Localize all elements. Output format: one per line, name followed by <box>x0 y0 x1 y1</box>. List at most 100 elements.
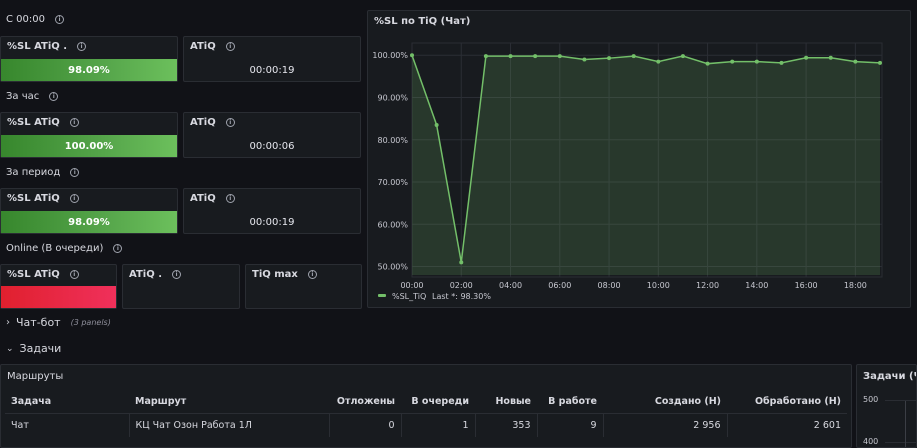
table-cell: 1 <box>400 412 475 437</box>
sl-tiq-chart-panel[interactable]: %SL по TiQ (Чат) 50.00% 60.00% 70.00% 80.00… <box>367 10 911 308</box>
row-tasks[interactable]: ⌄ Задачи <box>6 342 61 355</box>
info-icon[interactable]: i <box>225 42 235 51</box>
column-header[interactable]: Маршрут <box>135 396 187 408</box>
table-cell: 353 <box>474 412 537 437</box>
section-title: С 00:00 <box>6 14 45 25</box>
panel-title: TiQ max <box>252 269 298 280</box>
atiq-value: 00:00:06 <box>249 140 295 152</box>
sl-value-bar <box>1 286 116 308</box>
y-tick-label: 400 <box>863 437 879 446</box>
section-online: Online (В очереди) i <box>6 243 123 254</box>
atiq-panel-per-hour[interactable]: ATiQ i 00:00:06 <box>183 112 361 158</box>
info-icon[interactable]: i <box>225 118 235 127</box>
tasks-chart-panel[interactable]: Задачи (Чат 500 400 <box>856 364 917 448</box>
data-point <box>828 55 833 60</box>
data-point <box>607 56 612 61</box>
data-point <box>779 60 784 65</box>
panel-title: %SL ATiQ <box>7 269 60 280</box>
info-icon[interactable]: i <box>225 194 235 203</box>
y-tick-label: 60.00% <box>377 220 408 229</box>
x-tick-label: 08:00 <box>598 281 621 290</box>
info-icon[interactable]: i <box>307 270 317 279</box>
x-tick-label: 02:00 <box>450 281 473 290</box>
atiq-value: 00:00:19 <box>249 64 295 76</box>
column-header[interactable]: В работе <box>548 396 597 408</box>
panel-title: ATiQ <box>190 117 216 128</box>
x-tick-label: 12:00 <box>696 281 719 290</box>
series-area <box>412 55 880 276</box>
sl-value-bar: 98.09% <box>1 59 177 81</box>
sl-atiq-panel-per-period[interactable]: %SL ATiQ i 98.09% <box>0 188 178 234</box>
x-tick-label: 04:00 <box>499 281 522 290</box>
data-point <box>705 61 710 66</box>
legend-swatch <box>378 294 386 297</box>
section-title: За период <box>6 167 61 178</box>
info-icon[interactable]: i <box>113 244 123 253</box>
atiq-panel-since-midnight[interactable]: ATiQ i 00:00:19 <box>183 36 361 82</box>
info-icon[interactable]: i <box>70 168 80 177</box>
gridline <box>885 400 916 401</box>
table-cell: 9 <box>536 412 603 437</box>
atiq-panel-online[interactable]: ATiQ . i <box>122 264 240 309</box>
x-tick-label: 18:00 <box>844 281 867 290</box>
info-icon[interactable]: i <box>69 270 79 279</box>
info-icon[interactable]: i <box>172 270 181 279</box>
sl-value-bar: 100.00% <box>1 135 177 157</box>
table-cell: Чат <box>5 412 129 437</box>
routes-table-panel[interactable]: Маршруты Задача Маршрут Отложены В очере… <box>0 364 852 448</box>
sl-atiq-panel-per-hour[interactable]: %SL ATiQ i 100.00% <box>0 112 178 158</box>
atiq-value: 00:00:19 <box>249 216 295 228</box>
tiq-max-panel-online[interactable]: TiQ max i <box>245 264 362 309</box>
series-line <box>411 54 881 263</box>
panel-title: %SL ATiQ . <box>7 41 68 52</box>
data-point <box>680 54 685 59</box>
table-cell: 2 601 <box>726 412 847 437</box>
column-header[interactable]: В очереди <box>411 396 469 408</box>
column-header[interactable]: Задача <box>11 396 52 408</box>
y-tick-label: 50.00% <box>377 263 408 272</box>
info-icon[interactable]: i <box>69 118 79 127</box>
y-tick-label: 70.00% <box>377 178 408 187</box>
data-point <box>656 59 661 64</box>
line-chart[interactable]: 50.00% 60.00% 70.00% 80.00% 90.00% 100.00% 00:… <box>368 11 912 309</box>
table-header-row: Задача Маршрут Отложены В очереди Новые … <box>5 391 847 413</box>
column-header[interactable]: Создано (Н) <box>654 396 721 408</box>
panel-title: Маршруты <box>7 371 64 382</box>
atiq-panel-per-period[interactable]: ATiQ i 00:00:19 <box>183 188 361 234</box>
y-tick-label: 100.00% <box>372 51 408 60</box>
row-chatbot[interactable]: › Чат-бот (3 panels) <box>6 316 111 329</box>
column-header[interactable]: Отложены <box>336 396 395 408</box>
gridline <box>885 442 916 443</box>
row-title: Чат-бот <box>16 316 61 329</box>
data-point <box>410 53 414 58</box>
data-point <box>754 59 759 64</box>
panel-title: ATiQ <box>190 41 216 52</box>
data-point <box>730 59 735 64</box>
panel-title: %SL ATiQ <box>7 193 60 204</box>
data-point <box>631 54 636 59</box>
data-point <box>483 54 488 59</box>
legend-last-value: Last *: 98.30% <box>432 292 491 301</box>
sl-atiq-panel-since-midnight[interactable]: %SL ATiQ . i 98.09% <box>0 36 178 82</box>
x-tick-label: 10:00 <box>647 281 670 290</box>
info-icon[interactable]: i <box>49 92 59 101</box>
info-icon[interactable]: i <box>54 15 64 24</box>
table-row[interactable]: Чат КЦ Чат Озон Работа 1Л 0 1 353 9 2 95… <box>5 412 847 437</box>
info-icon[interactable]: i <box>69 194 79 203</box>
x-tick-label: 00:00 <box>400 281 423 290</box>
x-tick-label: 14:00 <box>745 281 768 290</box>
data-point <box>878 60 882 65</box>
data-point <box>582 57 587 62</box>
data-point <box>557 54 562 59</box>
column-header[interactable]: Новые <box>495 396 531 408</box>
info-icon[interactable]: i <box>77 42 87 51</box>
section-per-period: За период i <box>6 167 80 178</box>
panel-title: ATiQ . <box>129 269 162 280</box>
legend-series-name: %SL_TiQ <box>392 292 426 301</box>
column-header[interactable]: Обработано (Н) <box>754 396 841 408</box>
sl-atiq-panel-online[interactable]: %SL ATiQ i <box>0 264 117 309</box>
y-tick-label: 500 <box>863 395 879 404</box>
chart-title: %SL по TiQ (Чат) <box>374 16 471 27</box>
table-cell: 0 <box>328 412 401 437</box>
data-point <box>459 260 464 265</box>
